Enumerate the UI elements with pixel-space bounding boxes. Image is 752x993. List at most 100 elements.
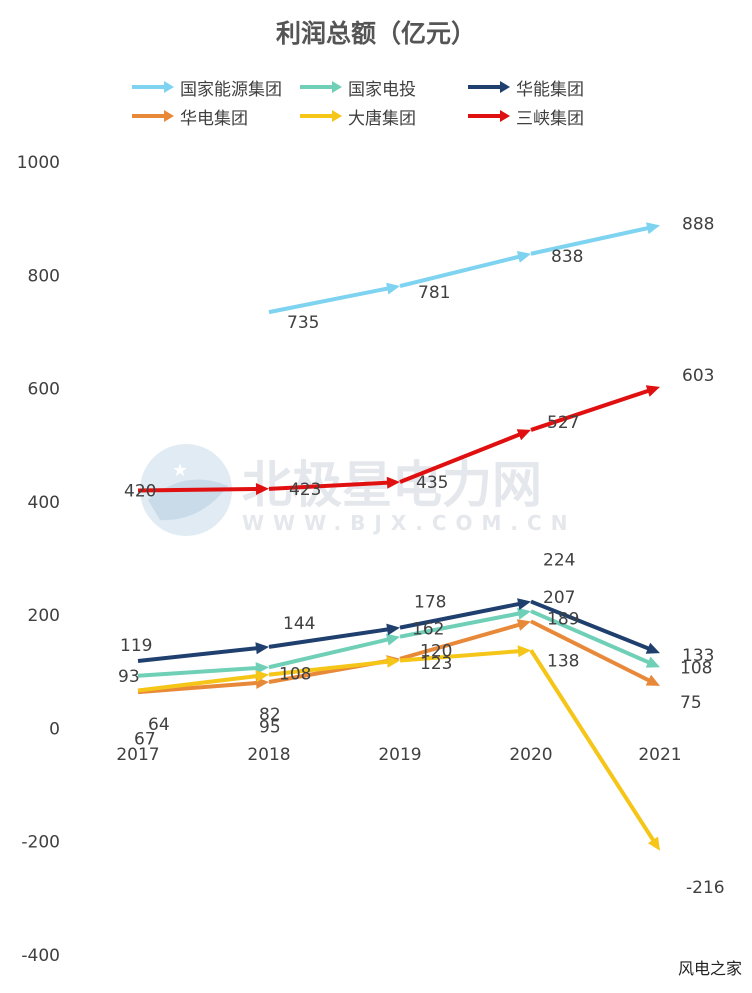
legend-arrow-icon — [468, 110, 510, 122]
series-segment — [399, 431, 524, 484]
data-label: 144 — [283, 614, 315, 634]
legend-item-datang: 大唐集团 — [298, 105, 416, 129]
series-segment — [268, 636, 392, 670]
watermark-url: WWW.BJX.COM.CN — [242, 511, 576, 535]
legend-arrow-icon — [300, 110, 342, 122]
series-arrowhead — [517, 607, 531, 620]
data-label: 207 — [543, 588, 575, 608]
x-tick-label: 2018 — [247, 745, 290, 765]
legend-item-huaneng: 华能集团 — [466, 76, 584, 100]
y-tick-label: -400 — [21, 946, 60, 966]
series-arrowhead — [516, 619, 531, 631]
data-label: 133 — [682, 646, 714, 666]
series-segment — [529, 649, 657, 845]
y-tick-label: 0 — [49, 719, 60, 739]
data-label: -216 — [686, 878, 725, 898]
series-segment — [399, 621, 523, 661]
series-segment — [530, 387, 653, 432]
series-segment — [530, 225, 652, 256]
data-label: 108 — [279, 664, 311, 684]
series-segment — [137, 486, 261, 493]
series-group — [137, 222, 660, 851]
data-label: 108 — [680, 658, 712, 678]
svg-text:★: ★ — [172, 460, 188, 481]
series-arrowhead — [386, 623, 400, 636]
legend-label: 华电集团 — [180, 108, 248, 129]
series-arrowhead — [517, 598, 531, 610]
legend-item-huadian: 华电集团 — [130, 105, 248, 129]
y-tick-label: 400 — [28, 493, 60, 513]
series-segment — [137, 680, 261, 695]
data-label: 162 — [412, 620, 444, 640]
data-label: 93 — [118, 667, 140, 687]
data-label: 138 — [547, 651, 579, 671]
data-label: 95 — [259, 718, 281, 738]
data-label: 838 — [551, 247, 583, 267]
legend-label: 三峡集团 — [516, 108, 584, 129]
series-segment — [268, 285, 392, 315]
legend-arrow-icon — [300, 81, 342, 93]
data-label: 75 — [680, 693, 702, 713]
series-segment — [399, 648, 523, 663]
series-arrowhead — [645, 385, 660, 397]
series-segment — [268, 659, 392, 677]
series-arrowhead — [645, 674, 660, 686]
legend-arrow-icon — [132, 110, 174, 122]
series-segment — [137, 645, 261, 664]
data-label: 120 — [420, 641, 452, 661]
series-segment — [530, 609, 653, 666]
data-label: 64 — [148, 715, 170, 735]
x-axis: 2017 2018 2019 2020 2021 — [116, 745, 681, 765]
series-segment — [399, 610, 523, 639]
x-tick-label: 2017 — [116, 745, 159, 765]
series-segment — [530, 619, 653, 684]
y-axis: 1000 800 600 400 200 0 -200 -400 — [17, 153, 60, 966]
series-arrowhead — [645, 656, 660, 668]
series-arrowhead — [516, 429, 531, 441]
series-segment — [268, 626, 392, 649]
series-arrowhead — [517, 645, 531, 658]
y-tick-label: 200 — [28, 606, 60, 626]
data-label: 527 — [547, 413, 579, 433]
series-5 — [137, 385, 660, 495]
legend-item-sanxia: 三峡集团 — [466, 105, 584, 129]
series-arrowhead — [386, 655, 400, 668]
data-labels: 735 781 838 888 93 108 162 207 108 119 144 178 224 13… — [118, 214, 725, 897]
y-tick-label: 1000 — [17, 153, 60, 173]
data-label: 119 — [120, 636, 152, 656]
series-arrowhead — [386, 282, 400, 295]
data-label: 735 — [287, 313, 319, 333]
series-segment — [137, 665, 261, 678]
data-label: 420 — [124, 482, 156, 502]
legend-label: 国家能源集团 — [180, 79, 282, 100]
series-arrowhead — [647, 836, 660, 851]
legend-arrow-icon — [132, 81, 174, 93]
x-tick-label: 2021 — [638, 745, 681, 765]
x-tick-label: 2020 — [509, 745, 552, 765]
series-segment — [399, 601, 523, 630]
legend-item-guojia-nengyuan: 国家能源集团 — [130, 76, 282, 100]
data-label: 189 — [547, 609, 579, 629]
y-tick-label: -200 — [21, 833, 60, 853]
series-4 — [137, 645, 660, 851]
series-arrowhead — [255, 662, 269, 675]
data-label: 781 — [418, 283, 450, 303]
series-arrowhead — [255, 670, 269, 683]
series-segment — [137, 673, 261, 693]
data-label: 123 — [420, 654, 452, 674]
legend-label: 国家电投 — [348, 79, 416, 100]
data-label: 178 — [414, 593, 446, 613]
series-arrowhead — [645, 642, 660, 654]
series-segment — [399, 253, 523, 288]
series-arrowhead — [516, 251, 531, 263]
series-2 — [137, 598, 660, 664]
data-label: 435 — [416, 473, 448, 493]
y-tick-label: 800 — [28, 266, 60, 286]
data-label: 67 — [134, 729, 156, 749]
series-0 — [268, 222, 660, 315]
legend-label: 华能集团 — [516, 79, 584, 100]
data-label: 224 — [543, 551, 575, 571]
series-arrowhead — [646, 222, 660, 235]
data-label: 423 — [289, 480, 321, 500]
series-segment — [530, 599, 653, 652]
